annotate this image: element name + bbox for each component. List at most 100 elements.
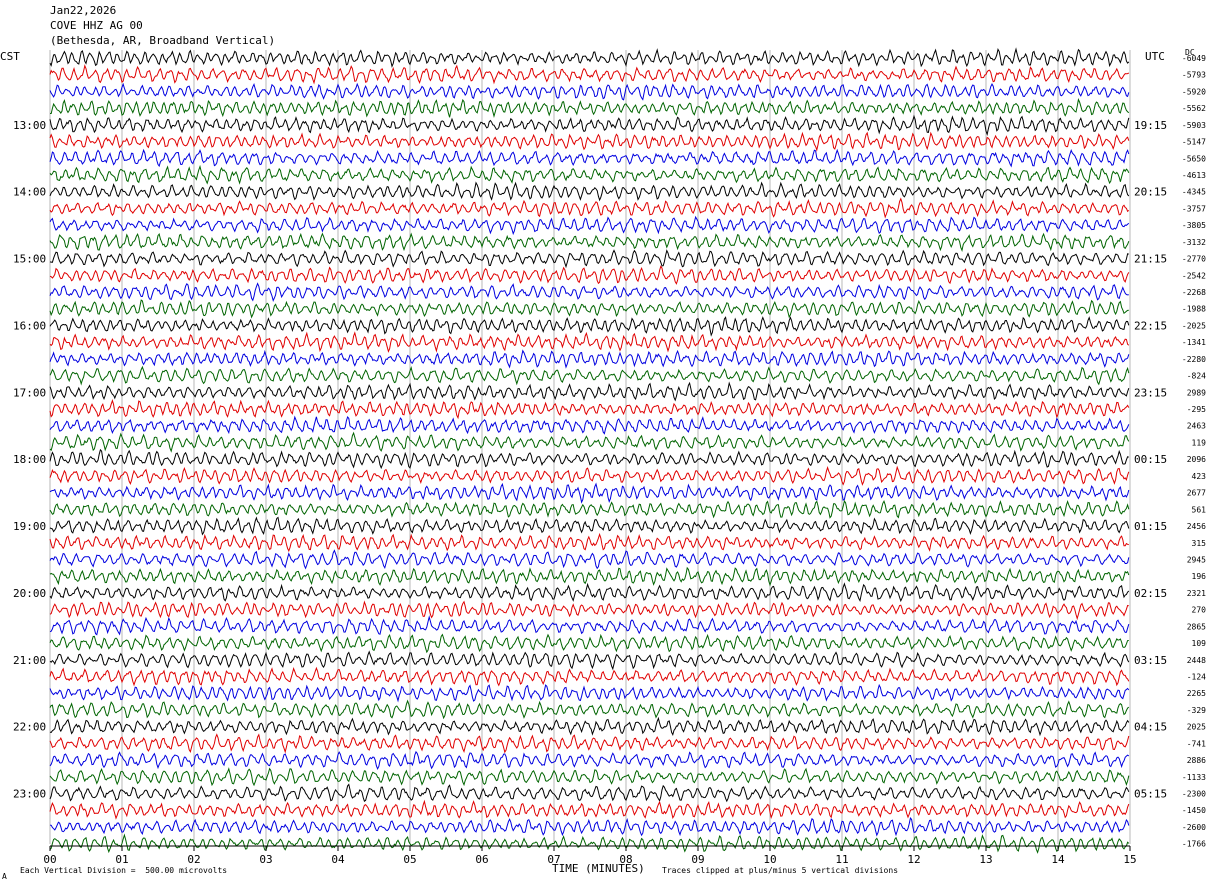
seismic-trace [49,448,1129,470]
seismic-trace [49,265,1130,285]
clip-note: Traces clipped at plus/minus 5 vertical … [662,866,899,875]
seismic-trace [49,750,1130,770]
cst-hour-label: 15:00 [13,253,46,266]
dc-label: DC [1185,48,1195,57]
seismic-trace [49,666,1130,687]
x-tick-label: 06 [475,853,488,866]
dc-offset-label: 270 [1192,606,1207,615]
seismic-trace [49,600,1129,621]
dc-offset-label: -2600 [1182,823,1206,832]
seismic-trace [49,549,1130,570]
cst-hour-label: 18:00 [13,453,46,466]
seismic-trace [49,282,1129,302]
dc-offset-label: -4345 [1182,188,1206,197]
dc-offset-label: -5920 [1182,87,1206,96]
x-tick-label: 12 [907,853,920,866]
cst-hour-label: 19:00 [13,520,46,533]
seismic-trace [49,181,1130,202]
seismic-trace [49,499,1130,519]
seismic-trace [49,47,1130,68]
seismic-trace [49,299,1129,319]
dc-offset-label: 196 [1192,572,1207,581]
dc-offset-label: 2448 [1187,656,1206,665]
x-tick-label: 03 [259,853,272,866]
dc-offset-label: -1133 [1182,773,1206,782]
label-group: 00 01 02 03 04 05 06 07 08 09 10 11 12 13 14 15 13:00 14:… [13,54,1206,866]
x-tick-label: 04 [331,853,345,866]
dc-offset-label: 119 [1192,438,1207,447]
dc-offset-label: -5650 [1182,154,1206,163]
dc-offset-label: 2265 [1187,689,1206,698]
utc-hour-label: 19:15 [1134,119,1167,132]
dc-offset-label: 2989 [1187,388,1206,397]
dc-offset-label: -2280 [1182,355,1206,364]
utc-hour-label: 00:15 [1134,453,1167,466]
dc-offset-label: -5562 [1182,104,1206,113]
dc-offset-label: -2542 [1182,271,1206,280]
seismic-trace [49,833,1130,854]
dc-offset-label: -1988 [1182,305,1206,314]
cst-hour-label: 23:00 [13,787,46,800]
seismic-trace [49,415,1130,435]
x-tick-label: 13 [979,853,992,866]
dc-offset-label: -2268 [1182,288,1206,297]
utc-hour-label: 05:15 [1134,787,1167,800]
seismic-trace [49,683,1130,703]
seismic-trace [49,582,1130,603]
header-date: Jan22,2026 [50,4,117,17]
corner-glyph: A [2,872,7,881]
cst-hour-label: 20:00 [13,587,46,600]
cst-zone-label: CST [0,50,20,63]
seismic-trace [49,365,1130,386]
x-tick-label: 07 [547,853,560,866]
seismic-trace [49,249,1129,269]
axis-group [49,845,1131,851]
dc-offset-label: -329 [1187,706,1206,715]
dc-offset-label: -741 [1187,739,1206,748]
seismic-trace [50,97,1130,118]
x-tick-label: 08 [619,853,632,866]
seismic-trace [49,64,1130,85]
seismic-trace [49,316,1130,337]
seismic-trace [49,215,1130,236]
x-tick-label: 05 [403,853,416,866]
seismic-trace [49,650,1130,671]
utc-hour-label: 03:15 [1134,654,1167,667]
dc-offset-label: -295 [1187,405,1206,414]
cst-hour-label: 14:00 [13,186,46,199]
dc-offset-label: -5793 [1182,71,1206,80]
x-tick-label: 00 [43,853,56,866]
utc-hour-label: 02:15 [1134,587,1167,600]
seismic-trace [49,232,1130,252]
dc-offset-label: 2456 [1187,522,1206,531]
dc-offset-label: -3805 [1182,221,1206,230]
dc-offset-label: -5903 [1182,121,1206,130]
dc-offset-label: -1450 [1182,806,1206,815]
dc-offset-label: -1766 [1182,840,1206,849]
utc-hour-label: 23:15 [1134,386,1167,399]
seismic-trace [49,716,1130,737]
seismic-trace [49,331,1130,353]
dc-offset-label: 423 [1192,472,1207,481]
seismic-trace [49,799,1130,820]
seismic-trace [49,783,1130,803]
seismic-trace [49,131,1130,152]
cst-hour-label: 17:00 [13,386,46,399]
dc-offset-label: -5147 [1182,138,1206,147]
utc-hour-label: 04:15 [1134,721,1167,734]
utc-hour-label: 21:15 [1134,253,1167,266]
x-tick-label: 10 [763,853,776,866]
seismic-trace [49,197,1130,219]
x-tick-label: 02 [187,853,200,866]
seismic-trace [49,699,1130,720]
dc-offset-label: 561 [1192,505,1207,514]
x-tick-label: 11 [835,853,848,866]
seismic-trace [49,114,1130,136]
trace-group [49,47,1130,854]
utc-hour-label: 20:15 [1134,186,1167,199]
dc-offset-label: -1341 [1182,338,1206,347]
x-tick-label: 15 [1123,853,1136,866]
seismic-trace [49,148,1130,168]
dc-offset-label: -6049 [1182,54,1206,63]
dc-offset-label: 2945 [1187,555,1206,564]
